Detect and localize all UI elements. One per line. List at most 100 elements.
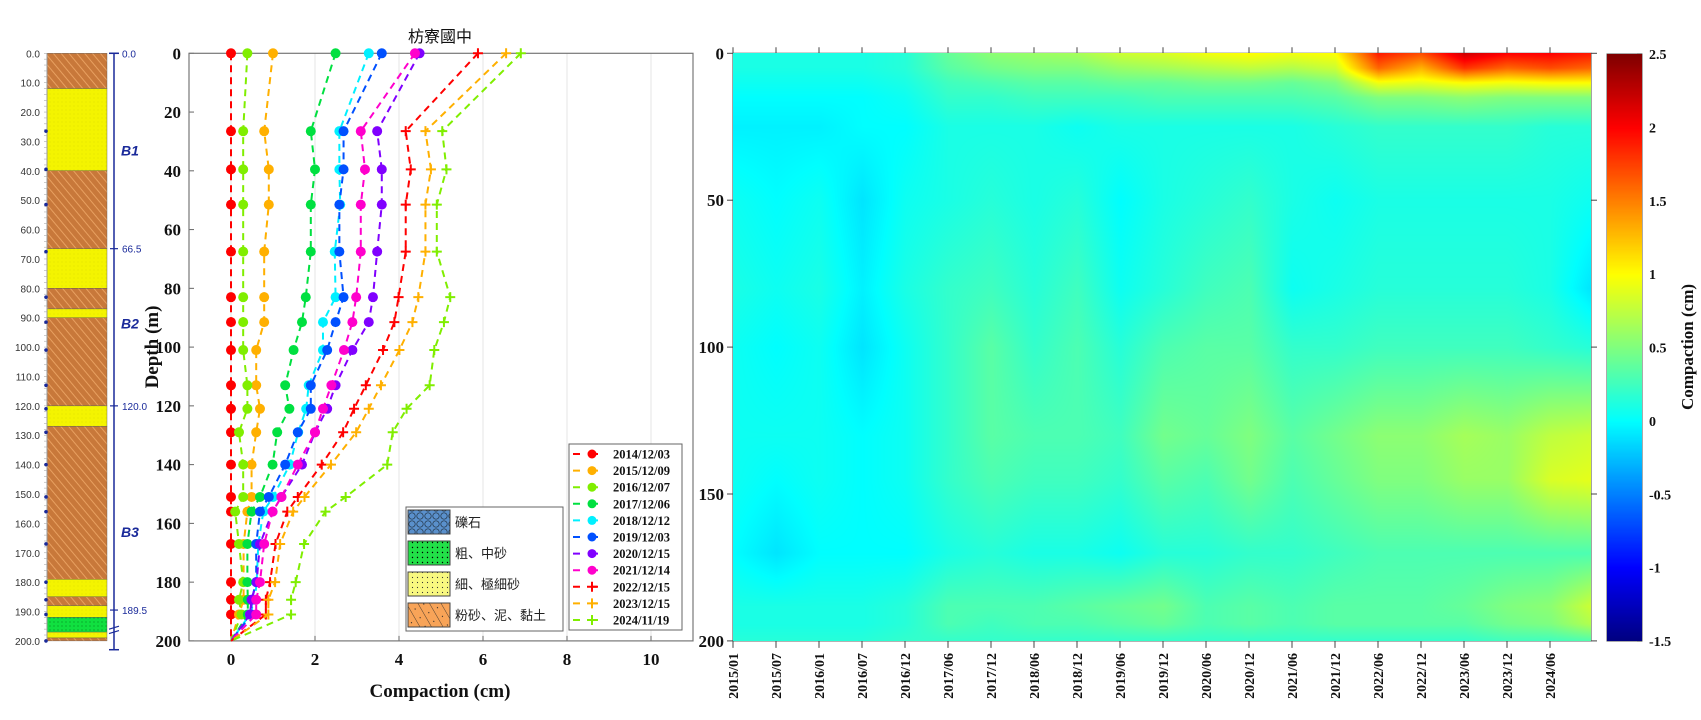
data-point [420,199,431,210]
sensor-marker [44,430,48,435]
x-tick-label: 2019/06 [1114,653,1129,699]
layer-mud [46,426,108,580]
data-point [424,380,435,391]
data-point [286,609,297,620]
data-point [338,126,349,137]
data-point [226,403,236,414]
data-point [305,246,316,257]
legend-label: 2014/12/03 [613,448,670,462]
data-point [290,577,301,588]
data-point [226,609,236,620]
data-point [246,506,257,517]
legend-marker [587,515,597,525]
x-tick-label: 2017/06 [942,653,957,699]
data-point [226,577,236,588]
data-point [242,538,253,549]
data-point [338,164,349,175]
data-point [246,491,257,502]
data-point [226,126,236,137]
depth-label: 190.0 [15,608,40,619]
data-point [226,459,236,470]
data-point [431,199,442,210]
depth-label: 180.0 [15,578,40,589]
data-point [268,48,278,59]
data-point [316,459,327,470]
data-point [355,199,366,210]
data-point [272,427,283,438]
data-point [226,48,236,59]
data-point [259,317,270,328]
depth-label: 50.0 [21,196,41,207]
data-point [242,48,253,59]
data-point [393,292,404,303]
data-point [263,199,274,210]
data-point [238,317,249,328]
depth-label: 110.0 [16,372,41,383]
layer-mud [46,317,108,407]
data-point [238,246,249,257]
data-point [226,246,236,257]
data-point [501,48,512,59]
legend-marker [587,581,597,592]
data-point [305,126,316,137]
data-point [300,292,311,303]
data-point [317,317,328,328]
y-tick-label: 150 [699,485,725,504]
depth-label: 120.0 [15,402,40,413]
unit-boundary-label: 0.0 [122,49,136,60]
data-point [233,538,244,549]
x-tick-label: 8 [563,650,572,669]
legend-label: 2022/12/15 [613,580,670,594]
data-point [515,48,526,59]
data-point [317,403,328,414]
data-point [347,345,358,356]
x-tick-label: 2022/12 [1415,653,1430,699]
data-point [363,48,374,59]
data-point [360,380,371,391]
legend-label: 2016/12/07 [613,481,670,495]
data-point [338,345,349,356]
data-point [407,317,418,328]
data-point [226,380,236,391]
unit-label: B2 [121,316,139,332]
data-point [226,199,236,210]
data-point [431,246,442,257]
legend-marker [587,532,597,542]
data-point [326,380,337,391]
data-point [238,459,249,470]
data-point [226,594,236,605]
x-tick-label: 2019/12 [1157,653,1172,699]
legend-swatch-fine [407,571,451,597]
data-point [363,403,374,414]
unit-boundary-label: 66.5 [122,245,142,256]
data-point [233,594,244,605]
data-point [320,506,331,517]
y-tick-label: 140 [156,456,182,475]
data-point [387,427,398,438]
colorbar-tick-label: 2 [1649,121,1656,136]
lithology-column: 0.0 10.0 20.0 30.0 40.0 50.0 60.0 70.0 80.0 90.0 1… [15,49,147,651]
legend-marker [587,466,597,476]
sensor-marker [44,612,48,617]
data-point [254,491,265,502]
data-point [472,48,483,59]
x-tick-label: 2023/12 [1501,653,1516,699]
depth-label: 160.0 [15,519,40,530]
data-point [230,506,241,517]
data-point [259,292,270,303]
sensor-marker [44,249,48,254]
depth-label: 150.0 [15,490,40,501]
colorbar-tick-label: -1.5 [1649,635,1671,650]
layer-fine [46,579,108,598]
data-point [340,491,351,502]
data-point [445,292,456,303]
data-point [382,459,393,470]
y-tick-label: 60 [164,221,181,240]
plot-frame [188,52,694,642]
legend-label: 2019/12/03 [613,531,670,545]
depth-label: 90.0 [21,314,41,325]
unit-label: B3 [121,524,139,540]
depth-label: 140.0 [15,461,40,472]
y-tick-label: 120 [156,397,182,416]
